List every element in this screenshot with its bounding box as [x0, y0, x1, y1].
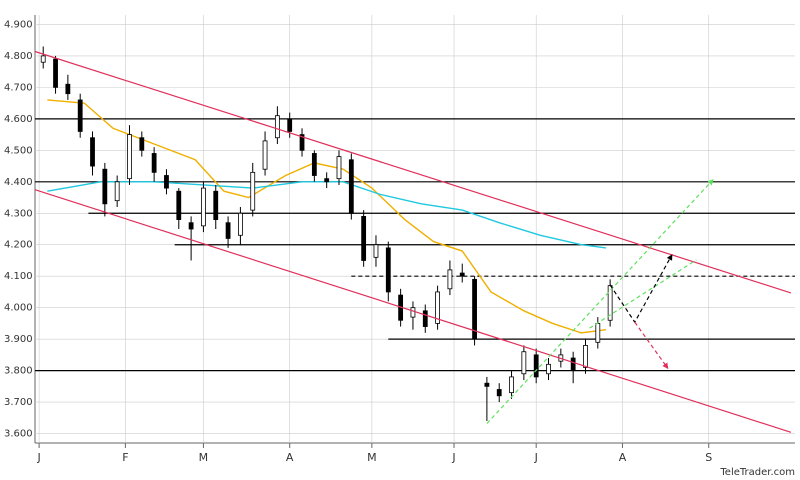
candle-body	[422, 310, 428, 327]
candle-body	[373, 244, 379, 258]
x-tick-label: J	[36, 451, 40, 464]
candle-body	[40, 55, 46, 63]
candle-body	[77, 99, 83, 132]
candle-body	[410, 307, 416, 318]
candle-body	[546, 363, 551, 375]
candle-body	[225, 222, 231, 239]
candle-body	[164, 175, 169, 189]
candle-body	[348, 159, 354, 214]
candle-body	[299, 134, 305, 151]
trend-line	[634, 321, 669, 370]
candle-body	[484, 382, 490, 387]
trend-line	[486, 179, 714, 424]
y-tick-label: 3.800	[4, 366, 33, 377]
y-tick-label: 3.700	[4, 397, 33, 408]
candle-body	[496, 389, 502, 397]
candle-body	[90, 137, 95, 167]
candle-body	[595, 323, 601, 343]
moving-average	[47, 181, 607, 249]
x-tick-label: J	[534, 451, 538, 464]
candle-body	[385, 247, 391, 293]
candle-body	[583, 345, 588, 368]
watermark: TeleTrader.com	[719, 467, 795, 478]
candle-body	[262, 140, 268, 170]
candle-body	[114, 181, 120, 202]
y-tick-label: 3.600	[4, 429, 33, 440]
candle-body	[238, 212, 243, 236]
candle-body	[361, 216, 367, 261]
trend-line	[609, 254, 673, 324]
y-tick-label: 4.500	[4, 145, 33, 156]
x-tick-label: S	[705, 451, 712, 464]
candle-body	[324, 178, 330, 183]
candle-body	[472, 278, 477, 340]
candle-body	[201, 187, 206, 227]
candle-body	[102, 168, 108, 205]
candle-body	[570, 357, 576, 372]
y-tick-label: 4.400	[4, 177, 33, 188]
trend-line	[34, 50, 792, 294]
candle-body	[459, 272, 465, 277]
y-tick-label: 4.800	[4, 51, 33, 62]
y-tick-label: 4.900	[4, 19, 33, 30]
candle-body	[509, 376, 514, 394]
candle-body	[250, 171, 256, 211]
candle-body	[274, 115, 280, 139]
candle-body	[139, 137, 145, 151]
candle-body	[53, 58, 58, 88]
candle-body	[311, 153, 317, 176]
candle-body	[533, 354, 539, 378]
candle-body	[127, 134, 132, 180]
x-tick-label: A	[286, 451, 294, 464]
y-tick-label: 4.600	[4, 114, 33, 125]
candle-body	[65, 83, 71, 95]
y-tick-label: 3.900	[4, 334, 33, 345]
candle-body	[151, 153, 157, 173]
x-tick-label: J	[451, 451, 455, 464]
moving-average	[47, 99, 607, 334]
candle-body	[336, 156, 342, 180]
candle-body	[213, 190, 219, 220]
candle-body	[447, 269, 453, 290]
y-tick-label: 4.200	[4, 240, 33, 251]
trend-line	[34, 189, 792, 433]
y-tick-label: 4.000	[4, 303, 33, 314]
y-tick-label: 4.700	[4, 82, 33, 93]
candle-body	[287, 118, 293, 132]
x-tick-label: M	[367, 451, 377, 464]
candle-body	[521, 351, 527, 375]
x-tick-label: F	[122, 451, 128, 464]
candle-body	[435, 291, 440, 324]
candle-body	[188, 222, 194, 230]
x-tick-label: A	[619, 451, 627, 464]
y-tick-label: 4.100	[4, 271, 33, 282]
y-tick-label: 4.300	[4, 208, 33, 219]
x-tick-label: M	[199, 451, 209, 464]
trend-line	[589, 259, 697, 329]
candle-body	[176, 190, 182, 220]
